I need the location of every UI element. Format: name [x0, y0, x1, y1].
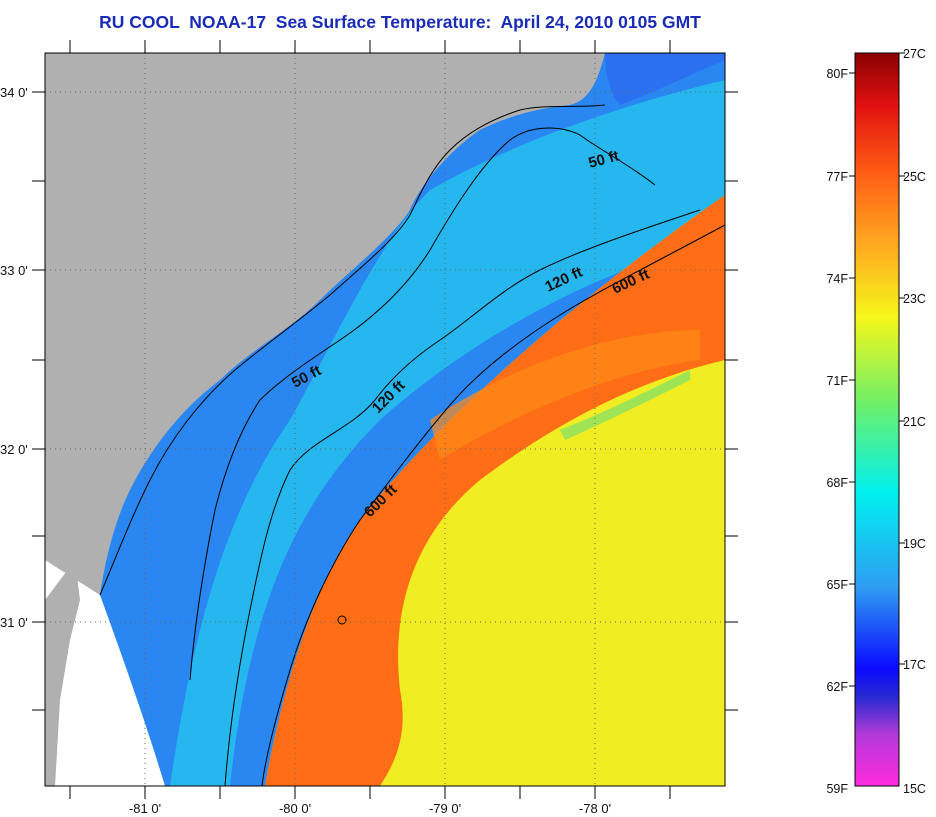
isobath-120ft	[224, 209, 701, 786]
lon-label-80: -80 0'	[279, 801, 311, 816]
cb-c-19: 19C	[903, 537, 926, 551]
map-area	[45, 53, 725, 786]
lat-label-33: 33 0'	[0, 263, 28, 278]
isobath-50ft	[189, 127, 656, 681]
cb-f-68: 68F	[826, 476, 848, 490]
cb-f-62: 62F	[826, 680, 848, 694]
lat-label-34: 34 0'	[0, 85, 28, 100]
cb-c-17: 17C	[903, 658, 926, 672]
coastline	[99, 104, 606, 596]
cb-c-23: 23C	[903, 292, 926, 306]
map-frame	[44, 52, 726, 787]
cb-c-27: 27C	[903, 47, 926, 61]
cb-c-21: 21C	[903, 415, 926, 429]
lon-label-79: -79 0'	[429, 801, 461, 816]
ticks	[32, 40, 738, 799]
isobath-600ft	[261, 224, 725, 786]
lat-label-31: 31 0'	[0, 615, 28, 630]
cb-c-15: 15C	[903, 782, 926, 796]
lat-label-32: 32 0'	[0, 442, 28, 457]
lon-label-78: -78 0'	[579, 801, 611, 816]
chart-title: RU COOL NOAA-17 Sea Surface Temperature:…	[99, 12, 701, 32]
cb-f-59: 59F	[826, 782, 848, 796]
cb-f-71: 71F	[826, 374, 848, 388]
cb-f-80: 80F	[826, 67, 848, 81]
lon-label-81: -81 0'	[129, 801, 161, 816]
colorbar	[854, 52, 900, 787]
cb-c-25: 25C	[903, 170, 926, 184]
graticule	[45, 53, 725, 786]
shelf-water	[170, 80, 725, 786]
land-mass	[45, 53, 605, 595]
cb-f-77: 77F	[826, 170, 848, 184]
station-marker	[337, 615, 347, 625]
cb-f-74: 74F	[826, 272, 848, 286]
colorbar-ticks	[849, 52, 905, 687]
cb-f-65: 65F	[826, 578, 848, 592]
